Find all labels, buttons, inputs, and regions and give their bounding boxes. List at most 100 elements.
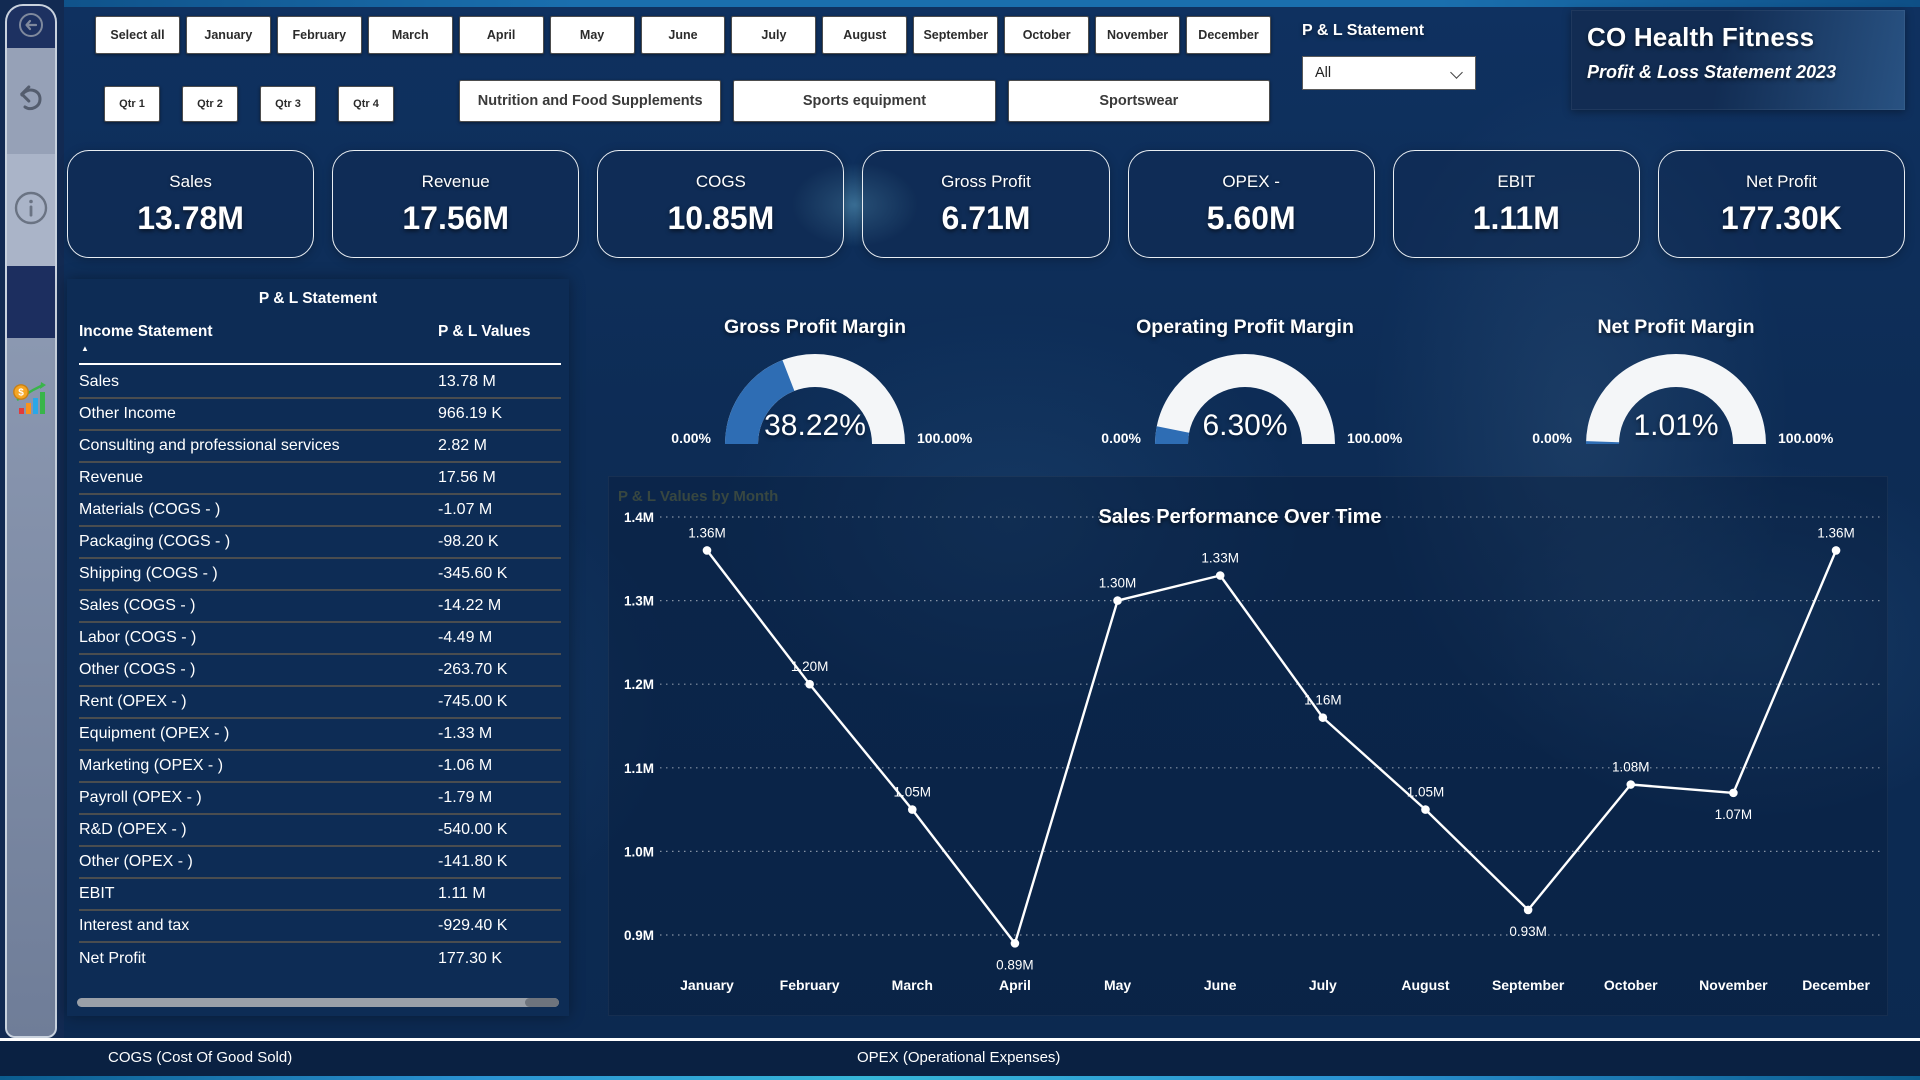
quarter-button[interactable]: Qtr 4 [338,86,394,122]
month-button[interactable]: July [731,16,817,54]
svg-text:1.36M: 1.36M [1817,525,1855,540]
column-header-income-statement[interactable]: Income Statement [79,323,213,340]
kpi-card[interactable]: Net Profit 177.30K [1657,150,1905,258]
kpi-card[interactable]: COGS 10.85M [597,150,845,258]
column-header-pl-values[interactable]: P & L Values [438,323,531,340]
gauge-arc [1586,354,1766,444]
footer-cogs-note: COGS (Cost Of Good Sold) [108,1049,293,1066]
svg-text:March: March [892,977,933,993]
table-row[interactable]: Packaging (COGS - ) -98.20 K [79,527,561,559]
table-row[interactable]: Other Income 966.19 K [79,399,561,431]
row-value: 966.19 K [438,405,503,422]
row-value: 13.78 M [438,373,496,390]
month-button[interactable]: April [458,16,544,54]
gauge-operating-profit-margin[interactable]: Operating Profit Margin 6.30% 0.00% 100.… [1065,313,1425,453]
row-label: Shipping (COGS - ) [79,565,218,582]
table-row[interactable]: Marketing (OPEX - ) -1.06 M [79,751,561,783]
undo-icon [13,81,49,122]
svg-text:1.30M: 1.30M [1099,576,1137,591]
table-row[interactable]: Net Profit 177.30 K [79,943,561,975]
svg-text:0.89M: 0.89M [996,957,1034,972]
table-row[interactable]: R&D (OPEX - ) -540.00 K [79,815,561,847]
finance-report-tab[interactable]: $ [7,338,55,1036]
kpi-card[interactable]: Sales 13.78M [67,150,315,258]
quarter-button[interactable]: Qtr 3 [260,86,316,122]
info-icon [11,188,51,233]
pl-dropdown[interactable]: All [1302,56,1476,90]
gauge-min-label: 0.00% [1101,430,1141,446]
back-button[interactable] [7,6,55,48]
table-row[interactable]: Other (COGS - ) -263.70 K [79,655,561,687]
gauge-net-profit-margin[interactable]: Net Profit Margin 1.01% 0.00% 100.00% [1496,313,1856,453]
month-button[interactable]: November [1095,16,1181,54]
table-row[interactable]: Labor (COGS - ) -4.49 M [79,623,561,655]
row-label: Net Profit [79,950,146,967]
svg-text:1.36M: 1.36M [688,525,726,540]
month-button[interactable]: December [1186,16,1271,54]
row-value: 177.30 K [438,950,503,967]
kpi-value: 17.56M [402,199,510,236]
table-row[interactable]: Materials (COGS - ) -1.07 M [79,495,561,527]
pl-dropdown-label: P & L Statement [1302,22,1425,39]
row-value: -263.70 K [438,661,508,678]
chart-title: Sales Performance Over Time [1098,506,1382,528]
month-button[interactable]: February [276,16,362,54]
row-value: -540.00 K [438,821,508,838]
svg-text:October: October [1604,977,1658,993]
svg-text:1.07M: 1.07M [1715,807,1753,822]
kpi-card[interactable]: Gross Profit 6.71M [862,150,1110,258]
kpi-row: Sales 13.78M Revenue 17.56M COGS 10.85M … [67,150,1905,258]
month-button[interactable]: September [913,16,999,54]
svg-text:1.33M: 1.33M [1201,551,1239,566]
table-row[interactable]: Equipment (OPEX - ) -1.33 M [79,719,561,751]
kpi-card[interactable]: Revenue 17.56M [332,150,580,258]
table-row[interactable]: Other (OPEX - ) -141.80 K [79,847,561,879]
month-button[interactable]: August [822,16,908,54]
month-button[interactable]: Select all [95,16,180,54]
row-value: 1.11 M [438,885,486,902]
table-row[interactable]: Revenue 17.56 M [79,463,561,495]
sort-ascending-icon[interactable]: ▲ [81,344,89,353]
kpi-label: Sales [169,171,212,191]
gauge-value: 6.30% [1202,409,1288,442]
svg-text:August: August [1401,977,1450,993]
table-row[interactable]: EBIT 1.11 M [79,879,561,911]
category-button[interactable]: Nutrition and Food Supplements [459,80,722,122]
table-row[interactable]: Interest and tax -929.40 K [79,911,561,943]
kpi-card[interactable]: EBIT 1.11M [1392,150,1640,258]
row-label: EBIT [79,885,115,902]
footer-bar: COGS (Cost Of Good Sold) OPEX (Operation… [0,1041,1920,1076]
table-row[interactable]: Sales 13.78 M [79,367,561,399]
table-row[interactable]: Rent (OPEX - ) -745.00 K [79,687,561,719]
table-row[interactable]: Consulting and professional services 2.8… [79,431,561,463]
month-button[interactable]: March [367,16,453,54]
table-horizontal-scrollbar[interactable] [77,998,559,1007]
month-button[interactable]: June [640,16,726,54]
gauge-max-label: 100.00% [917,430,973,446]
gauge-max-label: 100.00% [1778,430,1834,446]
gauge-gross-profit-margin[interactable]: Gross Profit Margin 38.22% 0.00% 100.00% [635,313,995,453]
sales-line-chart[interactable]: P & L Values by Month Sales Performance … [608,476,1888,1016]
table-row[interactable]: Sales (COGS - ) -14.22 M [79,591,561,623]
svg-text:1.3M: 1.3M [624,594,654,609]
kpi-value: 6.71M [941,199,1031,236]
row-label: Payroll (OPEX - ) [79,789,202,806]
category-button[interactable]: Sports equipment [733,80,996,122]
kpi-card[interactable]: OPEX - 5.60M [1127,150,1375,258]
month-button[interactable]: May [549,16,635,54]
quarter-button[interactable]: Qtr 2 [182,86,238,122]
scrollbar-thumb[interactable] [525,998,559,1007]
table-row[interactable]: Payroll (OPEX - ) -1.79 M [79,783,561,815]
gauge-title: Operating Profit Margin [1136,316,1354,338]
row-label: Rent (OPEX - ) [79,693,187,710]
info-button[interactable] [7,154,55,266]
undo-button[interactable] [7,48,55,154]
table-row[interactable]: Shipping (COGS - ) -345.60 K [79,559,561,591]
row-value: -98.20 K [438,533,499,550]
month-button[interactable]: January [185,16,271,54]
svg-text:1.4M: 1.4M [624,510,654,525]
category-button[interactable]: Sportswear [1007,80,1270,122]
quarter-button[interactable]: Qtr 1 [104,86,160,122]
row-label: Materials (COGS - ) [79,501,221,518]
month-button[interactable]: October [1004,16,1090,54]
